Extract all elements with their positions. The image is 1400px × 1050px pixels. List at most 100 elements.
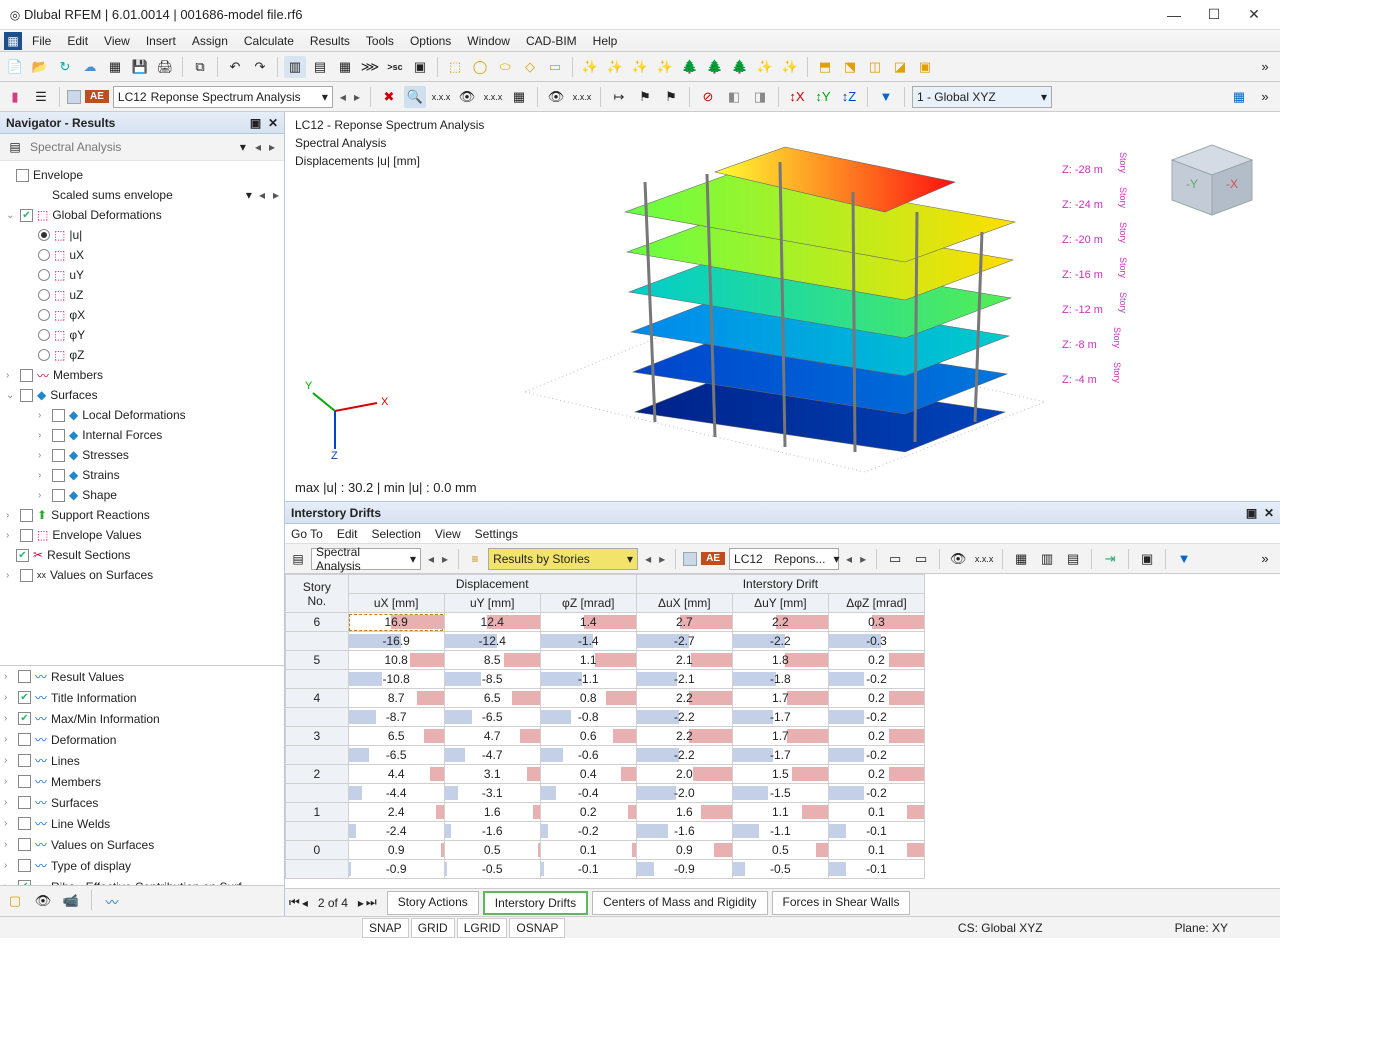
tab-Story Actions[interactable]: Story Actions (387, 891, 479, 915)
cell-2-4[interactable]: 1.8 (732, 651, 828, 670)
cell-3-5[interactable]: -0.2 (828, 670, 924, 689)
panel1-icon[interactable]: ▥ (284, 56, 306, 78)
cell-13-3[interactable]: -0.9 (636, 860, 732, 879)
cell-4-5[interactable]: 0.2 (828, 689, 924, 708)
data-grid[interactable]: Story No. Displacement Interstory Drift … (285, 574, 1280, 888)
axis-x-icon[interactable]: ↕X (786, 86, 808, 108)
cell-12-0[interactable]: 0.9 (348, 841, 444, 860)
cell-7-2[interactable]: -0.6 (540, 746, 636, 765)
menu-view[interactable]: View (96, 32, 138, 50)
cell-7-1[interactable]: -4.7 (444, 746, 540, 765)
cell-8-4[interactable]: 1.5 (732, 765, 828, 784)
radio-φX[interactable]: φX (69, 308, 85, 322)
wand3-icon[interactable]: ✨ (629, 56, 651, 78)
maximize-button[interactable]: ☐ (1194, 6, 1234, 23)
result-sections[interactable]: Result Sections (47, 548, 130, 562)
cell-8-0[interactable]: 4.4 (348, 765, 444, 784)
pager-prev[interactable]: ◂ (302, 896, 308, 910)
cell-5-1[interactable]: -6.5 (444, 708, 540, 727)
tt3-icon[interactable]: ▦ (1010, 548, 1032, 570)
cell-8-3[interactable]: 2.0 (636, 765, 732, 784)
tt2-icon[interactable]: ▭ (910, 548, 932, 570)
xxx3-icon[interactable]: x.x.x (571, 86, 593, 108)
tool-b-icon[interactable]: ⬔ (839, 56, 861, 78)
surf-Stresses[interactable]: Stresses (82, 448, 129, 462)
values-on-surfaces[interactable]: Values on Surfaces (50, 568, 153, 582)
redo-icon[interactable]: ↷ (249, 56, 271, 78)
radio-|u|[interactable]: |u| (69, 228, 82, 242)
status-GRID[interactable]: GRID (411, 918, 455, 938)
undo-icon[interactable]: ↶ (224, 56, 246, 78)
dock2-icon[interactable]: ▣ (1246, 506, 1257, 520)
filter-icon[interactable]: ▼ (875, 86, 897, 108)
pager-last[interactable]: ⏭ (366, 895, 377, 910)
menu-file[interactable]: File (24, 32, 59, 50)
sel2-icon[interactable]: ◯ (469, 56, 491, 78)
navb-Title Information[interactable]: Title Information (51, 691, 137, 705)
cell-1-4[interactable]: -2.2 (732, 632, 828, 651)
cell-3-1[interactable]: -8.5 (444, 670, 540, 689)
minimize-button[interactable]: — (1154, 7, 1194, 23)
cell-2-5[interactable]: 0.2 (828, 651, 924, 670)
surf-Internal Forces[interactable]: Internal Forces (82, 428, 162, 442)
cell-0-2[interactable]: 1.4 (540, 613, 636, 632)
cell-10-0[interactable]: 2.4 (348, 803, 444, 822)
sel3-icon[interactable]: ⬭ (494, 56, 516, 78)
xxx-icon[interactable]: x.x.x (430, 86, 452, 108)
panel-lc-nav[interactable]: ◂▸ (843, 552, 869, 566)
cell-0-4[interactable]: 2.2 (732, 613, 828, 632)
tree2-icon[interactable]: 🌲 (704, 56, 726, 78)
cell-3-2[interactable]: -1.1 (540, 670, 636, 689)
tt1-icon[interactable]: ▭ (884, 548, 906, 570)
tt4-icon[interactable]: ▥ (1036, 548, 1058, 570)
cell-4-0[interactable]: 8.7 (348, 689, 444, 708)
grid2-icon[interactable]: ▦ (508, 86, 530, 108)
cell-6-4[interactable]: 1.7 (732, 727, 828, 746)
mode-nav[interactable]: ◂▸ (252, 140, 278, 154)
clear-icon[interactable]: ⊘ (697, 86, 719, 108)
close-table-icon[interactable]: ✕ (1264, 506, 1274, 520)
coord-selector[interactable]: 1 - Global XYZ▾ (912, 86, 1052, 108)
lc-selector[interactable]: LC12 Reponse Spectrum Analysis ▾ (113, 86, 333, 108)
cell-3-0[interactable]: -10.8 (348, 670, 444, 689)
menu-tools[interactable]: Tools (358, 32, 402, 50)
cell-7-4[interactable]: -1.7 (732, 746, 828, 765)
lc-list-icon[interactable]: ☰ (30, 86, 52, 108)
arrow-icon[interactable]: ↦ (608, 86, 630, 108)
surf-Shape[interactable]: Shape (82, 488, 117, 502)
tool-d-icon[interactable]: ◪ (889, 56, 911, 78)
cell-11-3[interactable]: -1.6 (636, 822, 732, 841)
panel-menu-View[interactable]: View (435, 527, 461, 541)
tab-Interstory Drifts[interactable]: Interstory Drifts (483, 891, 588, 915)
cell-0-1[interactable]: 12.4 (444, 613, 540, 632)
cell-5-0[interactable]: -8.7 (348, 708, 444, 727)
navb-Deformation[interactable]: Deformation (51, 733, 116, 747)
eye3-icon[interactable]: 👁 (32, 890, 54, 912)
flag-icon[interactable]: ⚑ (634, 86, 656, 108)
cell-0-5[interactable]: 0.3 (828, 613, 924, 632)
cell-0-3[interactable]: 2.7 (636, 613, 732, 632)
close-button[interactable]: ✕ (1234, 6, 1274, 23)
menu-edit[interactable]: Edit (59, 32, 96, 50)
camera-icon[interactable]: 📹 (60, 890, 82, 912)
cell-12-4[interactable]: 0.5 (732, 841, 828, 860)
cell-13-1[interactable]: -0.5 (444, 860, 540, 879)
navb-Surfaces[interactable]: Surfaces (51, 796, 98, 810)
cell-10-5[interactable]: 0.1 (828, 803, 924, 822)
tab-Centers of Mass and Rigidity[interactable]: Centers of Mass and Rigidity (592, 891, 767, 915)
cell-12-5[interactable]: 0.1 (828, 841, 924, 860)
save-icon[interactable]: 💾 (129, 56, 151, 78)
menu-assign[interactable]: Assign (184, 32, 236, 50)
render-icon[interactable]: ▦ (1228, 86, 1250, 108)
cell-4-1[interactable]: 6.5 (444, 689, 540, 708)
cell-13-2[interactable]: -0.1 (540, 860, 636, 879)
cell-0-0[interactable]: 16.9 (348, 613, 444, 632)
cell-9-1[interactable]: -3.1 (444, 784, 540, 803)
cell-11-4[interactable]: -1.1 (732, 822, 828, 841)
cell-1-5[interactable]: -0.3 (828, 632, 924, 651)
cell-11-2[interactable]: -0.2 (540, 822, 636, 841)
radio-φZ[interactable]: φZ (69, 348, 84, 362)
menu-options[interactable]: Options (402, 32, 459, 50)
tt-eye-icon[interactable]: 👁 (947, 548, 969, 570)
panel-lc-selector[interactable]: LC12 Repons...▾ (729, 548, 839, 570)
